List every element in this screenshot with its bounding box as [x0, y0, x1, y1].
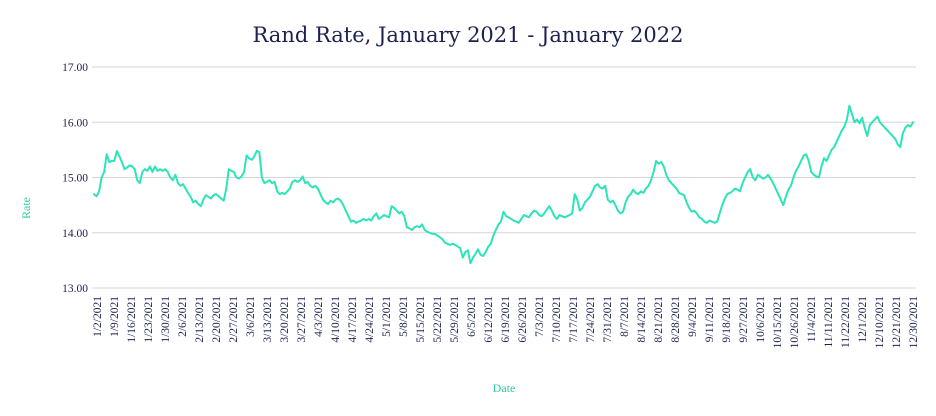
- x-tick-label: 6/26/2021: [517, 296, 529, 343]
- x-tick-label: 6/12/2021: [483, 296, 495, 343]
- x-tick-label: 5/22/2021: [432, 296, 444, 343]
- x-tick-label: 11/4/2021: [806, 296, 818, 342]
- y-axis-ticks: 13.00 14.00 15.00 16.00 17.00: [62, 62, 88, 295]
- x-tick-label: 2/27/2021: [228, 296, 240, 343]
- x-tick-label: 3/27/2021: [296, 296, 308, 343]
- x-tick-label: 3/6/2021: [245, 296, 257, 337]
- x-tick-label: 6/5/2021: [466, 296, 478, 337]
- x-tick-label: 3/20/2021: [279, 296, 291, 343]
- x-tick-label: 5/29/2021: [449, 296, 461, 343]
- y-tick-label: 15.00: [62, 173, 88, 185]
- x-tick-label: 8/21/2021: [653, 296, 665, 343]
- x-tick-label: 8/7/2021: [619, 296, 631, 337]
- x-tick-label: 2/6/2021: [177, 296, 189, 337]
- x-tick-label: 7/31/2021: [602, 296, 614, 343]
- x-tick-label: 3/13/2021: [262, 296, 274, 343]
- x-tick-label: 1/2/2021: [92, 296, 104, 337]
- x-tick-label: 11/11/2021: [823, 296, 835, 348]
- y-tick-label: 16.00: [62, 117, 88, 129]
- x-tick-label: 1/16/2021: [126, 296, 138, 343]
- x-tick-label: 10/6/2021: [755, 296, 767, 343]
- x-tick-label: 10/15/2021: [772, 296, 784, 349]
- series-line: [93, 104, 914, 265]
- x-tick-label: 4/3/2021: [313, 296, 325, 337]
- x-tick-label: 4/17/2021: [347, 296, 359, 343]
- x-axis-ticks: 1/2/2021 1/9/2021 1/16/2021 1/23/2021 1/30/2…: [92, 296, 920, 349]
- x-tick-label: 1/23/2021: [143, 296, 155, 343]
- x-tick-label: 6/19/2021: [500, 296, 512, 343]
- x-tick-label: 7/24/2021: [585, 296, 597, 343]
- x-tick-label: 12/10/2021: [874, 296, 886, 349]
- y-axis-label: Rate: [19, 197, 33, 219]
- x-tick-label: 5/1/2021: [381, 296, 393, 337]
- x-tick-label: 1/30/2021: [160, 296, 172, 343]
- y-tick-label: 17.00: [62, 62, 88, 74]
- x-tick-label: 4/24/2021: [364, 296, 376, 343]
- x-tick-label: 8/28/2021: [670, 296, 682, 343]
- x-tick-label: 9/27/2021: [738, 296, 750, 343]
- gridlines: [92, 66, 916, 289]
- x-tick-label: 10/26/2021: [789, 296, 801, 349]
- x-tick-label: 9/11/2021: [704, 296, 716, 342]
- x-tick-label: 1/9/2021: [109, 296, 121, 337]
- x-tick-label: 7/17/2021: [568, 296, 580, 343]
- x-tick-label: 4/10/2021: [330, 296, 342, 343]
- x-tick-label: 9/4/2021: [687, 296, 699, 337]
- x-tick-label: 9/18/2021: [721, 296, 733, 343]
- chart-title: Rand Rate, January 2021 - January 2022: [253, 23, 684, 47]
- x-axis-label: Date: [493, 381, 516, 395]
- series-layer: [93, 104, 914, 265]
- x-tick-label: 11/22/2021: [840, 296, 852, 348]
- x-tick-label: 8/14/2021: [636, 296, 648, 343]
- x-tick-label: 7/10/2021: [551, 296, 563, 343]
- x-tick-label: 7/3/2021: [534, 296, 546, 337]
- x-tick-label: 12/1/2021: [857, 296, 869, 343]
- y-tick-label: 13.00: [62, 283, 88, 295]
- x-tick-label: 12/21/2021: [891, 296, 903, 349]
- x-tick-label: 5/8/2021: [398, 296, 410, 337]
- x-tick-label: 2/20/2021: [211, 296, 223, 343]
- x-tick-label: 2/13/2021: [194, 296, 206, 343]
- x-tick-label: 12/30/2021: [908, 296, 920, 349]
- x-tick-label: 5/15/2021: [415, 296, 427, 343]
- y-tick-label: 14.00: [62, 228, 88, 240]
